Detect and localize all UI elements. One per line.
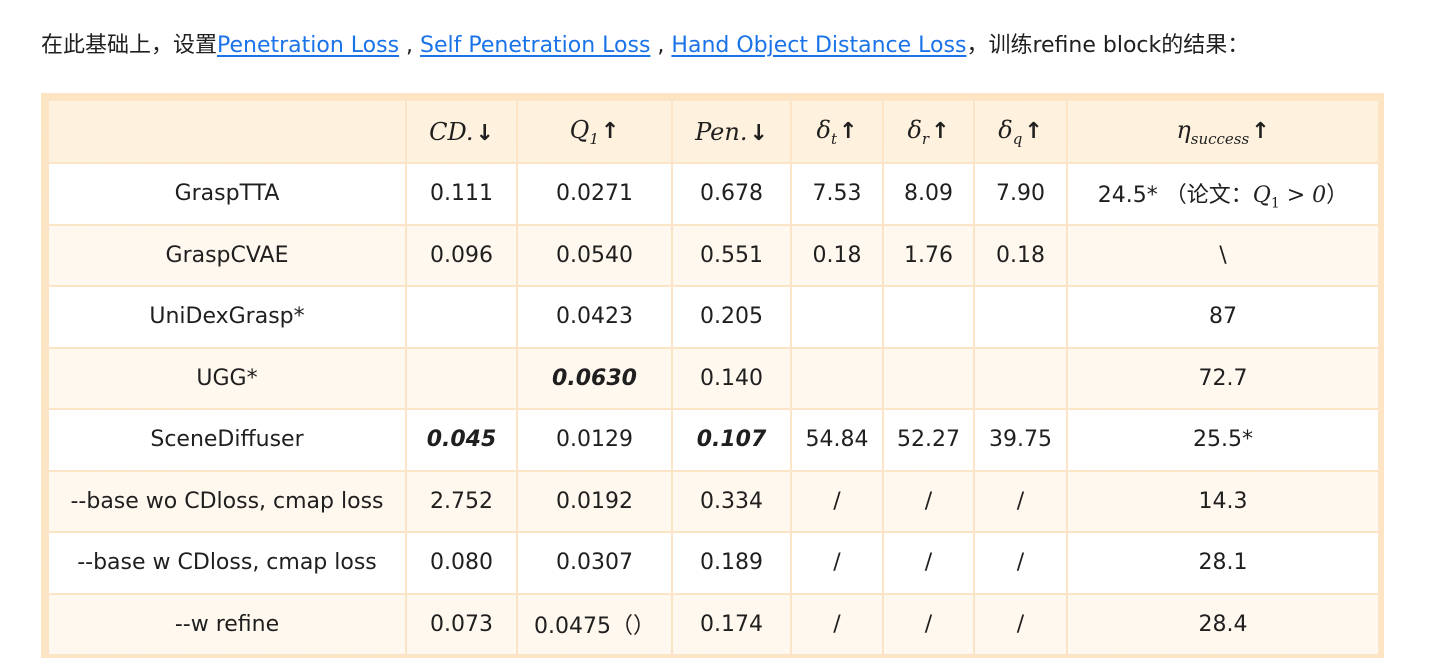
cell-eta-success: 72.7 — [1066, 346, 1380, 410]
arrow-down-icon: ↓ — [475, 120, 494, 146]
cell-q1: 0.0540 — [516, 223, 673, 287]
penetration-loss-link[interactable]: Penetration Loss — [217, 33, 400, 58]
cell-delta-r: 8.09 — [882, 162, 975, 226]
header-delta-q: δq↑ — [973, 99, 1068, 164]
cell-delta-t: 54.84 — [790, 408, 884, 472]
table-row: --base w CDloss, cmap loss 0.080 0.0307 … — [47, 531, 1380, 595]
cell-q1: 0.0129 — [516, 408, 673, 472]
cell-cd: 0.080 — [405, 531, 518, 595]
cell-q1: 0.0192 — [516, 469, 673, 533]
cell-delta-r: / — [882, 592, 975, 656]
cell-delta-r: / — [882, 531, 975, 595]
cell-delta-r: 52.27 — [882, 408, 975, 472]
cell-cd: 0.073 — [405, 592, 518, 656]
cell-method: SceneDiffuser — [47, 408, 407, 472]
cell-pen: 0.678 — [671, 162, 792, 226]
cell-delta-q: / — [973, 531, 1068, 595]
cell-delta-t — [790, 285, 884, 349]
cell-q1: 0.0475（） — [516, 592, 673, 656]
cell-pen: 0.107 — [671, 408, 792, 472]
cell-method: UniDexGrasp* — [47, 285, 407, 349]
arrow-up-icon: ↑ — [1251, 118, 1270, 144]
cell-cd — [405, 346, 518, 410]
results-table: CD.↓ Q1↑ Pen.↓ δt↑ δr↑ δq↑ ηsuccess↑ Gra… — [47, 99, 1380, 656]
header-pen: Pen.↓ — [671, 99, 792, 164]
cell-method: --base wo CDloss, cmap loss — [47, 469, 407, 533]
header-method — [47, 99, 407, 164]
header-delta-r: δr↑ — [882, 99, 975, 164]
cell-q1: 0.0423 — [516, 285, 673, 349]
results-table-container: CD.↓ Q1↑ Pen.↓ δt↑ δr↑ δq↑ ηsuccess↑ Gra… — [41, 93, 1384, 658]
intro-prefix: 在此基础上，设置 — [41, 33, 218, 58]
cell-pen: 0.551 — [671, 223, 792, 287]
cell-method: --w refine — [47, 592, 407, 656]
cell-delta-q: 7.90 — [973, 162, 1068, 226]
cell-cd: 0.111 — [405, 162, 518, 226]
cell-pen: 0.140 — [671, 346, 792, 410]
cell-cd — [405, 285, 518, 349]
cell-cd: 0.096 — [405, 223, 518, 287]
cell-delta-r — [882, 346, 975, 410]
cell-delta-t: / — [790, 592, 884, 656]
table-row: GraspTTA 0.111 0.0271 0.678 7.53 8.09 7.… — [47, 162, 1380, 226]
header-eta-success: ηsuccess↑ — [1066, 99, 1380, 164]
cell-eta-success: 14.3 — [1066, 469, 1380, 533]
table-row: --w refine 0.073 0.0475（） 0.174 / / / 28… — [47, 592, 1380, 656]
cell-cd: 2.752 — [405, 469, 518, 533]
cell-eta-success: 28.4 — [1066, 592, 1380, 656]
intro-paragraph: 在此基础上，设置Penetration Loss , Self Penetrat… — [41, 28, 1249, 64]
cell-delta-r: / — [882, 469, 975, 533]
cell-eta-success: 24.5* （论文：Q1 > 0） — [1066, 162, 1380, 226]
cell-delta-q — [973, 346, 1068, 410]
table-row: UGG* 0.0630 0.140 72.7 — [47, 346, 1380, 410]
hand-object-distance-loss-link[interactable]: Hand Object Distance Loss — [671, 33, 967, 58]
header-cd: CD.↓ — [405, 99, 518, 164]
cell-method: GraspTTA — [47, 162, 407, 226]
arrow-down-icon: ↓ — [749, 120, 768, 146]
cell-eta-success: 25.5* — [1066, 408, 1380, 472]
cell-delta-t: / — [790, 531, 884, 595]
header-delta-t: δt↑ — [790, 99, 884, 164]
cell-q1: 0.0630 — [516, 346, 673, 410]
cell-eta-success: 28.1 — [1066, 531, 1380, 595]
cell-pen: 0.189 — [671, 531, 792, 595]
cell-delta-q: 0.18 — [973, 223, 1068, 287]
intro-sep-2: , — [650, 33, 672, 58]
table-row: UniDexGrasp* 0.0423 0.205 87 — [47, 285, 1380, 349]
header-q1: Q1↑ — [516, 99, 673, 164]
cell-delta-q: / — [973, 469, 1068, 533]
cell-q1: 0.0271 — [516, 162, 673, 226]
cell-pen: 0.334 — [671, 469, 792, 533]
cell-q1: 0.0307 — [516, 531, 673, 595]
cell-pen: 0.205 — [671, 285, 792, 349]
cell-method: --base w CDloss, cmap loss — [47, 531, 407, 595]
cell-delta-q: 39.75 — [973, 408, 1068, 472]
intro-sep-1: , — [399, 33, 421, 58]
cell-delta-q: / — [973, 592, 1068, 656]
table-row: SceneDiffuser 0.045 0.0129 0.107 54.84 5… — [47, 408, 1380, 472]
cell-delta-t — [790, 346, 884, 410]
cell-delta-q — [973, 285, 1068, 349]
arrow-up-icon: ↑ — [600, 118, 620, 144]
cell-method: UGG* — [47, 346, 407, 410]
self-penetration-loss-link[interactable]: Self Penetration Loss — [420, 33, 651, 58]
cell-delta-r: 1.76 — [882, 223, 975, 287]
cell-pen: 0.174 — [671, 592, 792, 656]
table-row: --base wo CDloss, cmap loss 2.752 0.0192… — [47, 469, 1380, 533]
cell-delta-t: / — [790, 469, 884, 533]
cell-cd: 0.045 — [405, 408, 518, 472]
arrow-up-icon: ↑ — [839, 118, 858, 144]
cell-delta-r — [882, 285, 975, 349]
arrow-up-icon: ↑ — [1024, 118, 1043, 144]
arrow-up-icon: ↑ — [931, 118, 950, 144]
cell-method: GraspCVAE — [47, 223, 407, 287]
intro-suffix: ，训练refine block的结果： — [966, 33, 1250, 58]
table-header-row: CD.↓ Q1↑ Pen.↓ δt↑ δr↑ δq↑ ηsuccess↑ — [47, 99, 1380, 164]
cell-eta-success: \ — [1066, 223, 1380, 287]
cell-delta-t: 0.18 — [790, 223, 884, 287]
cell-eta-success: 87 — [1066, 285, 1380, 349]
table-row: GraspCVAE 0.096 0.0540 0.551 0.18 1.76 0… — [47, 223, 1380, 287]
cell-delta-t: 7.53 — [790, 162, 884, 226]
